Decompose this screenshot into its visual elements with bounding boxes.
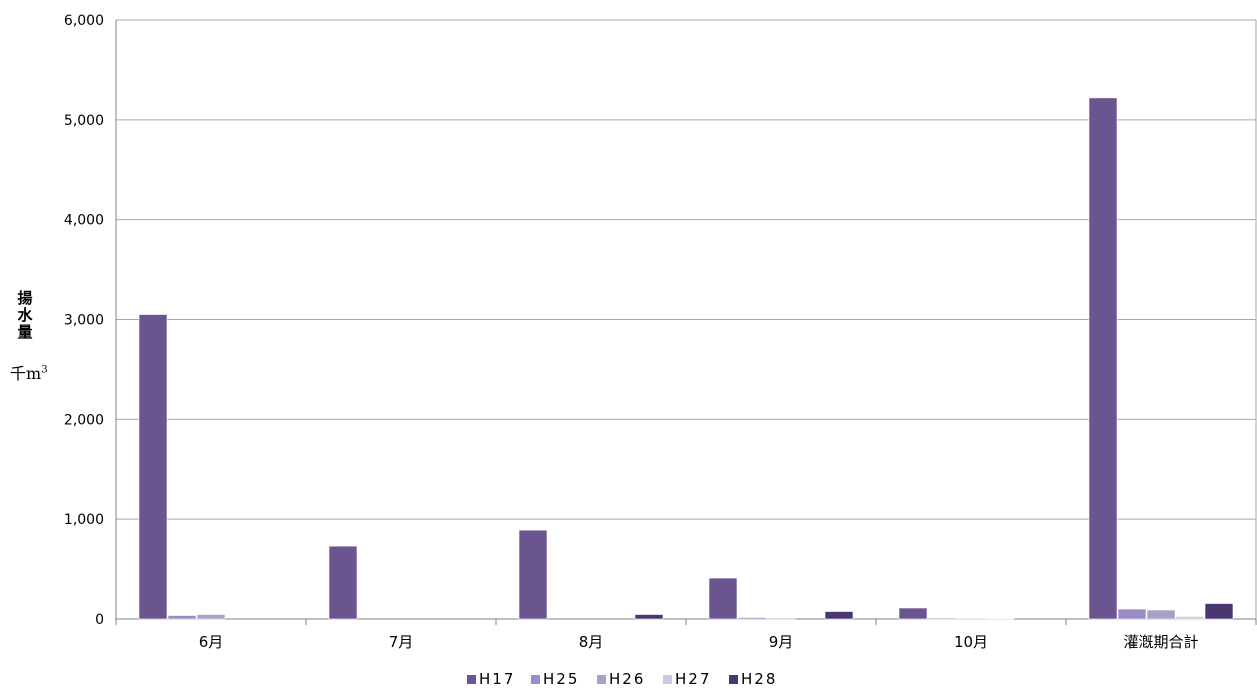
x-tick-label: 8月	[579, 633, 604, 651]
legend-label-h26: H26	[609, 670, 645, 688]
y-tick-label: 5,000	[64, 113, 104, 129]
y-tick-label: 3,000	[64, 313, 104, 329]
legend-swatch-h27	[663, 675, 672, 684]
y-axis-unit-main: 千m	[10, 364, 42, 383]
bar-h17	[518, 529, 548, 620]
legend-label-h27: H27	[675, 670, 711, 688]
bar-h25	[737, 617, 767, 620]
y-tick-label: 6,000	[64, 13, 104, 29]
bar-h17	[1088, 97, 1118, 620]
bar-h25	[1117, 608, 1147, 620]
bar-h17	[708, 577, 738, 620]
legend-label-h28: H28	[741, 670, 777, 688]
legend-label-h25: H25	[543, 670, 579, 688]
bar-h28	[1204, 603, 1234, 620]
bar-h25	[167, 615, 197, 620]
x-tick-label: 9月	[769, 633, 794, 651]
legend-swatch-h25	[531, 675, 540, 684]
bar-h26	[956, 617, 986, 620]
y-axis-label: 揚 水 量	[17, 289, 33, 341]
bar-h28	[634, 614, 664, 620]
bar-h17	[328, 545, 358, 620]
legend-swatch-h17	[467, 675, 476, 684]
bar-h17	[898, 607, 928, 620]
x-tick-label: 7月	[389, 633, 414, 651]
x-tick-label: 10月	[954, 633, 988, 651]
bar-h26	[766, 617, 796, 620]
y-axis-unit-exponent: 3	[41, 364, 48, 376]
bar-h28	[824, 611, 854, 620]
y-tick-label: 1,000	[64, 512, 104, 528]
y-axis-unit: 千m3	[10, 360, 48, 384]
bar-h17	[138, 314, 168, 620]
y-tick-label: 2,000	[64, 412, 104, 428]
y-tick-label: 0	[95, 612, 104, 628]
legend-label-h17: H17	[479, 670, 515, 688]
x-tick-label: 灌漑期合計	[1123, 633, 1198, 651]
bar-h26	[1146, 609, 1176, 620]
legend-swatch-h26	[597, 675, 606, 684]
y-tick-label: 4,000	[64, 213, 104, 229]
bar-h25	[927, 617, 957, 620]
x-tick-label: 6月	[199, 633, 224, 651]
bar-h26	[196, 614, 226, 620]
legend-swatch-h28	[729, 675, 738, 684]
bar-h27	[1175, 616, 1205, 620]
